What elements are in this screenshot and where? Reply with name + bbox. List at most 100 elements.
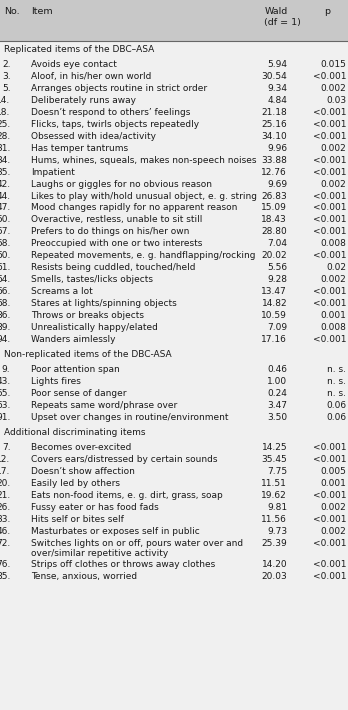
Text: Stares at lights/spinning objects: Stares at lights/spinning objects [31,299,177,308]
Text: 0.008: 0.008 [321,323,346,332]
Text: 0.015: 0.015 [321,60,346,70]
Text: Throws or breaks objects: Throws or breaks objects [31,311,144,320]
Text: <0.001: <0.001 [313,215,346,224]
Text: Arranges objects routine in strict order: Arranges objects routine in strict order [31,84,207,93]
Text: 9.81: 9.81 [267,503,287,512]
Text: <0.001: <0.001 [313,334,346,344]
Text: 55.: 55. [0,389,10,398]
Text: 11.51: 11.51 [261,479,287,488]
Text: 0.002: 0.002 [321,503,346,512]
Text: Non-replicated items of the DBC-ASA: Non-replicated items of the DBC-ASA [4,350,172,359]
Text: 18.43: 18.43 [261,215,287,224]
Text: 17.16: 17.16 [261,334,287,344]
Text: 61.: 61. [0,263,10,272]
Text: 64.: 64. [0,275,10,284]
Text: Strips off clothes or throws away clothes: Strips off clothes or throws away clothe… [31,560,215,569]
Text: 25.16: 25.16 [261,120,287,129]
Text: Avoids eye contact: Avoids eye contact [31,60,117,70]
Text: 0.002: 0.002 [321,144,346,153]
Text: 89.: 89. [0,323,10,332]
Text: 20.: 20. [0,479,10,488]
Text: 58.: 58. [0,239,10,248]
Text: n. s.: n. s. [327,389,346,398]
Text: 66.: 66. [0,287,10,296]
Text: 2.: 2. [2,60,10,70]
Text: 43.: 43. [0,377,10,386]
Text: 0.06: 0.06 [326,413,346,422]
Text: 7.04: 7.04 [267,239,287,248]
Text: <0.001: <0.001 [313,560,346,569]
Text: 5.: 5. [2,84,10,93]
Text: 25.39: 25.39 [261,539,287,547]
Text: Laughs or giggles for no obvious reason: Laughs or giggles for no obvious reason [31,180,212,189]
Text: p: p [324,7,330,16]
Text: 15.09: 15.09 [261,204,287,212]
Text: 5.94: 5.94 [267,60,287,70]
Text: 9.69: 9.69 [267,180,287,189]
Text: Screams a lot: Screams a lot [31,287,93,296]
Text: 35.: 35. [0,168,10,177]
Text: Additional discriminating items: Additional discriminating items [4,428,146,437]
Text: Wald
(df = 1): Wald (df = 1) [264,7,301,27]
Text: <0.001: <0.001 [313,299,346,308]
Text: Upset over changes in routine/environment: Upset over changes in routine/environmen… [31,413,229,422]
Text: <0.001: <0.001 [313,227,346,236]
Text: 46.: 46. [0,527,10,535]
Text: 72.: 72. [0,539,10,547]
Text: Preoccupied with one or two interests: Preoccupied with one or two interests [31,239,203,248]
Text: 19.62: 19.62 [261,491,287,500]
Text: Obsessed with idea/activity: Obsessed with idea/activity [31,132,156,141]
Text: Aloof, in his/her own world: Aloof, in his/her own world [31,72,152,81]
Text: 63.: 63. [0,401,10,410]
Text: 13.47: 13.47 [261,287,287,296]
Text: Becomes over-excited: Becomes over-excited [31,443,132,452]
Text: Item: Item [31,7,53,16]
Text: 11.56: 11.56 [261,515,287,524]
Text: 35.45: 35.45 [261,455,287,464]
Text: Prefers to do things on his/her own: Prefers to do things on his/her own [31,227,190,236]
Text: <0.001: <0.001 [313,287,346,296]
Text: Deliberately runs away: Deliberately runs away [31,96,136,105]
Text: <0.001: <0.001 [313,155,346,165]
Text: Repeated movements, e. g. handflapping/rocking: Repeated movements, e. g. handflapping/r… [31,251,256,260]
Text: 0.24: 0.24 [267,389,287,398]
Text: 7.09: 7.09 [267,323,287,332]
Text: 14.: 14. [0,96,10,105]
Text: 25.: 25. [0,120,10,129]
Text: Poor sense of danger: Poor sense of danger [31,389,127,398]
Text: Overactive, restless, unable to sit still: Overactive, restless, unable to sit stil… [31,215,203,224]
Text: Hums, whines, squeals, makes non-speech noises: Hums, whines, squeals, makes non-speech … [31,155,257,165]
Text: Mood changes rapidly for no apparent reason: Mood changes rapidly for no apparent rea… [31,204,238,212]
Text: 44.: 44. [0,192,10,200]
Text: Lights fires: Lights fires [31,377,81,386]
Text: <0.001: <0.001 [313,443,346,452]
Text: Poor attention span: Poor attention span [31,365,120,374]
Text: 9.73: 9.73 [267,527,287,535]
Text: Hits self or bites self: Hits self or bites self [31,515,124,524]
Text: Masturbates or exposes self in public: Masturbates or exposes self in public [31,527,200,535]
Text: 14.20: 14.20 [261,560,287,569]
Text: n. s.: n. s. [327,365,346,374]
Text: <0.001: <0.001 [313,72,346,81]
Text: 47.: 47. [0,204,10,212]
Text: 0.002: 0.002 [321,275,346,284]
Text: Switches lights on or off, pours water over and: Switches lights on or off, pours water o… [31,539,244,547]
Text: Flicks, taps, twirls objects repeatedly: Flicks, taps, twirls objects repeatedly [31,120,199,129]
Text: Likes to play with/hold unusual object, e. g. string: Likes to play with/hold unusual object, … [31,192,257,200]
Text: 94.: 94. [0,334,10,344]
Text: <0.001: <0.001 [313,132,346,141]
Text: No.: No. [4,7,20,16]
Text: Covers ears/distressed by certain sounds: Covers ears/distressed by certain sounds [31,455,218,464]
Text: 12.76: 12.76 [261,168,287,177]
Text: 0.46: 0.46 [267,365,287,374]
Text: 85.: 85. [0,572,10,581]
Text: <0.001: <0.001 [313,108,346,117]
Text: 21.: 21. [0,491,10,500]
Text: <0.001: <0.001 [313,455,346,464]
Text: 0.001: 0.001 [321,479,346,488]
Text: <0.001: <0.001 [313,539,346,547]
Text: Has temper tantrums: Has temper tantrums [31,144,128,153]
Text: 34.: 34. [0,155,10,165]
Text: 7.75: 7.75 [267,467,287,476]
Text: <0.001: <0.001 [313,168,346,177]
